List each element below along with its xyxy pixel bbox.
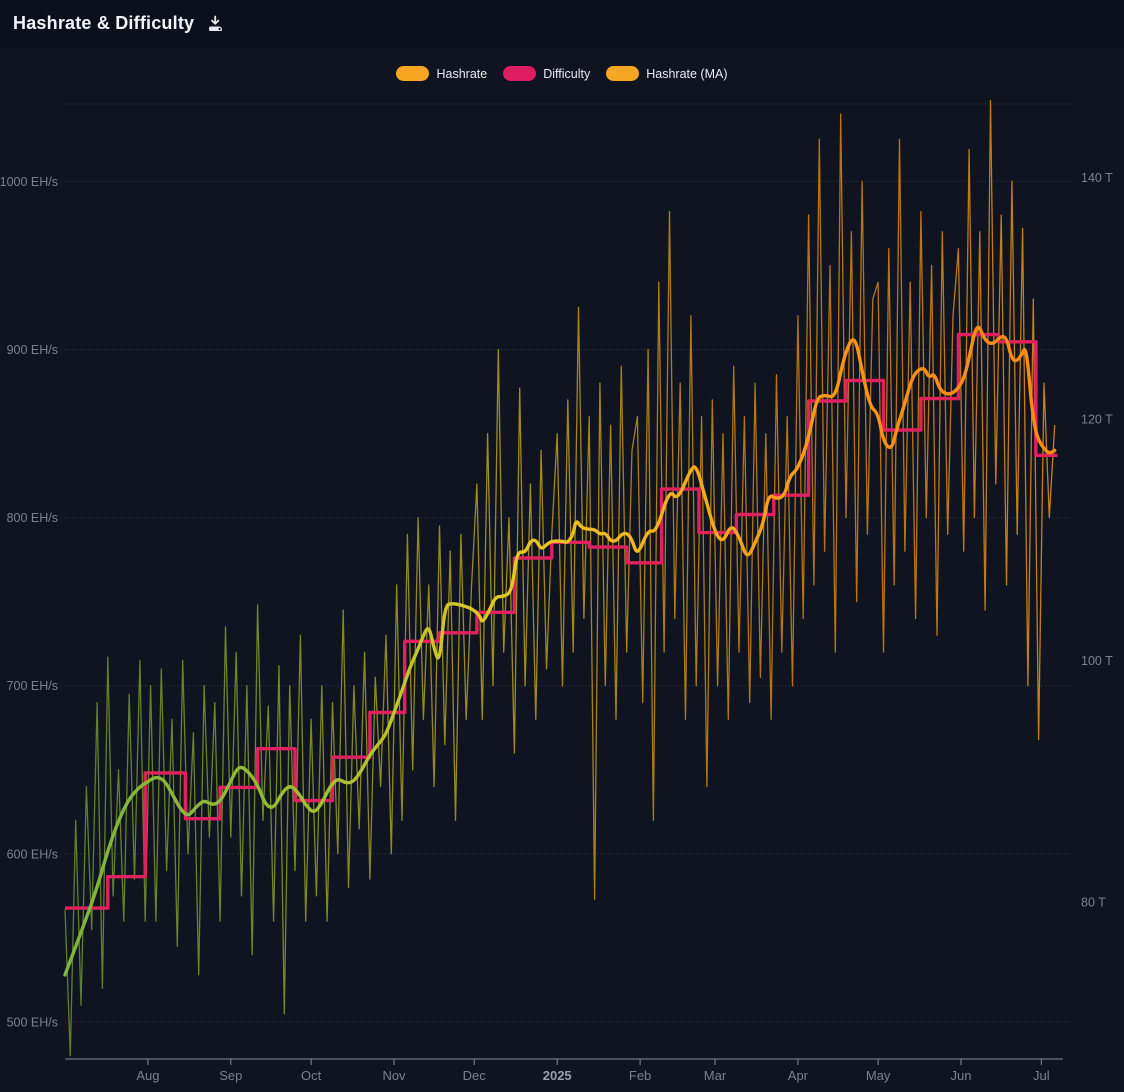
left-axis-tick-label: 800 EH/s [7,511,58,525]
hashrate-line [64,99,1056,1057]
right-axis-tick-label: 100 T [1081,654,1113,668]
x-axis-tick-label: 2025 [543,1068,572,1083]
right-axis-tick-label: 140 T [1081,171,1113,185]
legend-item-hashrate-ma[interactable]: Hashrate (MA) [606,66,728,81]
left-axis-tick-label: 500 EH/s [7,1016,58,1030]
x-axis-tick-label: Sep [219,1068,242,1083]
page-title: Hashrate & Difficulty [13,13,195,33]
legend-item-label: Hashrate [436,66,488,81]
x-axis-tick-label: Nov [382,1068,406,1083]
x-axis-tick-label: Feb [629,1068,651,1083]
chart-legend: Hashrate Difficulty Hashrate (MA) [0,66,1124,81]
hashrate-ma-legend-swatch [606,66,640,81]
x-axis-tick-label: May [866,1068,891,1083]
difficulty-line [65,332,1058,910]
left-axis-tick-label: 1000 EH/s [0,175,58,189]
difficulty-legend-swatch [503,66,537,81]
legend-item-difficulty[interactable]: Difficulty [503,66,590,81]
hashrate-ma-line [63,325,1057,977]
legend-item-label: Difficulty [543,66,591,81]
legend-item-hashrate[interactable]: Hashrate [396,66,487,81]
download-button[interactable] [205,13,227,35]
legend-item-label: Hashrate (MA) [646,66,728,81]
x-axis-tick-label: Apr [788,1068,809,1083]
hashrate-legend-swatch [396,66,430,81]
right-axis-tick-label: 80 T [1081,896,1106,910]
x-axis-tick-label: Oct [301,1068,322,1083]
left-axis-tick-label: 700 EH/s [7,679,58,693]
x-axis-tick-label: Aug [136,1068,159,1083]
left-axis-tick-label: 900 EH/s [7,343,58,357]
left-axis-tick-label: 600 EH/s [7,847,58,861]
x-axis-tick-label: Mar [704,1068,727,1083]
chart-header: Hashrate & Difficulty [0,0,1124,47]
x-axis-tick-label: Jun [951,1068,972,1083]
x-axis-tick-label: Dec [463,1068,487,1083]
right-axis-tick-label: 120 T [1081,413,1113,427]
x-axis-tick-label: Jul [1033,1068,1050,1083]
download-icon [207,15,225,33]
